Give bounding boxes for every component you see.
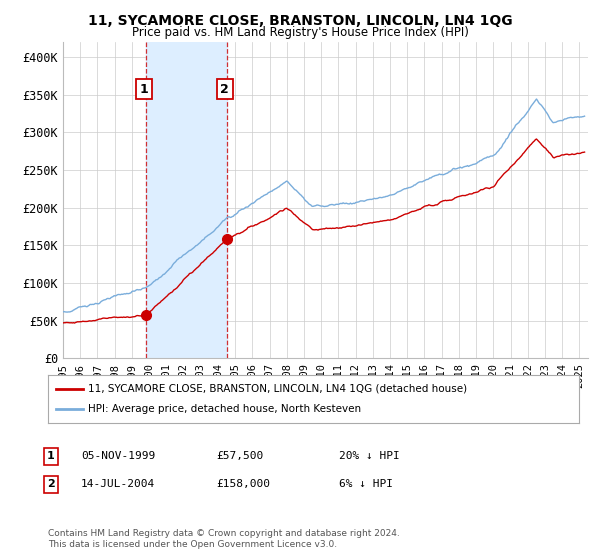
Text: 2: 2 bbox=[47, 479, 55, 489]
Text: 2: 2 bbox=[220, 83, 229, 96]
Bar bbox=[146, 42, 227, 358]
Text: HPI: Average price, detached house, North Kesteven: HPI: Average price, detached house, Nort… bbox=[88, 404, 361, 414]
Text: 6% ↓ HPI: 6% ↓ HPI bbox=[339, 479, 393, 489]
Text: 05-NOV-1999: 05-NOV-1999 bbox=[81, 451, 155, 461]
Text: 20% ↓ HPI: 20% ↓ HPI bbox=[339, 451, 400, 461]
Text: Contains HM Land Registry data © Crown copyright and database right 2024.
This d: Contains HM Land Registry data © Crown c… bbox=[48, 529, 400, 549]
Text: £158,000: £158,000 bbox=[216, 479, 270, 489]
Text: 11, SYCAMORE CLOSE, BRANSTON, LINCOLN, LN4 1QG: 11, SYCAMORE CLOSE, BRANSTON, LINCOLN, L… bbox=[88, 14, 512, 28]
Text: 14-JUL-2004: 14-JUL-2004 bbox=[81, 479, 155, 489]
Text: Price paid vs. HM Land Registry's House Price Index (HPI): Price paid vs. HM Land Registry's House … bbox=[131, 26, 469, 39]
Text: 1: 1 bbox=[47, 451, 55, 461]
Text: 1: 1 bbox=[140, 83, 148, 96]
Text: 11, SYCAMORE CLOSE, BRANSTON, LINCOLN, LN4 1QG (detached house): 11, SYCAMORE CLOSE, BRANSTON, LINCOLN, L… bbox=[88, 384, 467, 394]
Text: £57,500: £57,500 bbox=[216, 451, 263, 461]
